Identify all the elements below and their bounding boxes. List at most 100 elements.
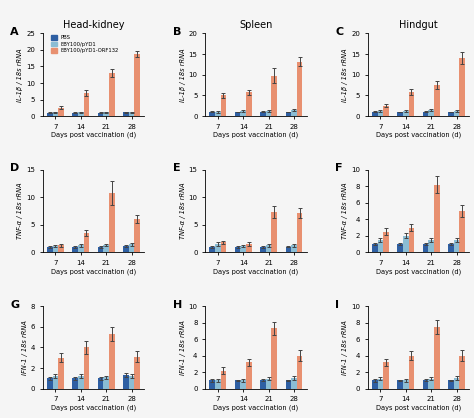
- Y-axis label: TNF-α / 18s rRNA: TNF-α / 18s rRNA: [180, 183, 186, 240]
- Bar: [260, 112, 266, 116]
- Text: G: G: [10, 300, 19, 309]
- Bar: [210, 112, 215, 116]
- Bar: [383, 362, 389, 389]
- Bar: [286, 380, 291, 389]
- Bar: [260, 380, 266, 389]
- Bar: [73, 113, 78, 116]
- Bar: [78, 245, 83, 252]
- Bar: [123, 112, 129, 116]
- Bar: [423, 380, 428, 389]
- Bar: [83, 233, 89, 252]
- X-axis label: Days post vaccination (d): Days post vaccination (d): [376, 268, 461, 275]
- Bar: [266, 111, 272, 116]
- Bar: [83, 347, 89, 389]
- Bar: [221, 95, 226, 116]
- Y-axis label: IL-1β / 18s rRNA: IL-1β / 18s rRNA: [180, 48, 186, 102]
- Bar: [397, 380, 403, 389]
- Text: D: D: [10, 163, 19, 173]
- Bar: [434, 327, 439, 389]
- Bar: [123, 375, 129, 389]
- Bar: [448, 112, 454, 116]
- Bar: [260, 247, 266, 252]
- Bar: [286, 112, 291, 116]
- Bar: [240, 246, 246, 252]
- Bar: [409, 228, 414, 252]
- Bar: [246, 362, 252, 389]
- Bar: [210, 247, 215, 252]
- Bar: [459, 356, 465, 389]
- Bar: [109, 334, 115, 389]
- Y-axis label: TNF-α / 18s rRNA: TNF-α / 18s rRNA: [342, 183, 348, 240]
- Bar: [210, 380, 215, 389]
- Y-axis label: TNF-α / 18s rRNA: TNF-α / 18s rRNA: [17, 183, 23, 240]
- Bar: [134, 219, 140, 252]
- X-axis label: Days post vaccination (d): Days post vaccination (d): [213, 405, 299, 411]
- Bar: [454, 378, 459, 389]
- Text: I: I: [335, 300, 339, 309]
- Bar: [221, 371, 226, 389]
- Text: E: E: [173, 163, 180, 173]
- Bar: [240, 380, 246, 389]
- Bar: [272, 329, 277, 389]
- Y-axis label: IFN-1 / 18s rRNA: IFN-1 / 18s rRNA: [342, 320, 348, 375]
- Bar: [98, 113, 103, 116]
- X-axis label: Days post vaccination (d): Days post vaccination (d): [376, 405, 461, 411]
- Bar: [240, 111, 246, 116]
- Bar: [98, 247, 103, 252]
- Bar: [286, 247, 291, 252]
- Bar: [403, 236, 409, 252]
- Bar: [47, 378, 53, 389]
- Text: B: B: [173, 27, 181, 37]
- Bar: [73, 247, 78, 252]
- Bar: [454, 111, 459, 116]
- Bar: [383, 106, 389, 116]
- Bar: [428, 379, 434, 389]
- Bar: [47, 113, 53, 116]
- Bar: [459, 211, 465, 252]
- Y-axis label: IL-1β / 18s rRNA: IL-1β / 18s rRNA: [342, 48, 348, 102]
- Bar: [448, 380, 454, 389]
- Bar: [372, 380, 378, 389]
- Bar: [215, 244, 221, 252]
- Bar: [448, 244, 454, 252]
- Bar: [215, 112, 221, 116]
- Bar: [58, 358, 64, 389]
- Bar: [98, 378, 103, 389]
- Bar: [134, 54, 140, 116]
- X-axis label: Days post vaccination (d): Days post vaccination (d): [213, 268, 299, 275]
- Text: A: A: [10, 27, 19, 37]
- Bar: [58, 108, 64, 116]
- Title: Head-kidney: Head-kidney: [63, 20, 124, 30]
- Bar: [378, 379, 383, 389]
- Bar: [109, 73, 115, 116]
- Bar: [291, 378, 297, 389]
- Bar: [403, 380, 409, 389]
- Bar: [134, 357, 140, 389]
- Bar: [73, 378, 78, 389]
- Bar: [403, 111, 409, 116]
- Bar: [272, 212, 277, 252]
- Bar: [53, 376, 58, 389]
- Bar: [454, 240, 459, 252]
- Bar: [297, 213, 302, 252]
- Bar: [246, 244, 252, 252]
- X-axis label: Days post vaccination (d): Days post vaccination (d): [51, 132, 136, 138]
- Bar: [103, 377, 109, 389]
- Bar: [291, 110, 297, 116]
- Bar: [297, 61, 302, 116]
- Bar: [409, 92, 414, 116]
- Bar: [266, 379, 272, 389]
- Bar: [397, 244, 403, 252]
- Bar: [58, 245, 64, 252]
- Bar: [47, 247, 53, 252]
- Bar: [123, 246, 129, 252]
- Title: Hindgut: Hindgut: [399, 20, 438, 30]
- Bar: [103, 245, 109, 252]
- X-axis label: Days post vaccination (d): Days post vaccination (d): [213, 132, 299, 138]
- X-axis label: Days post vaccination (d): Days post vaccination (d): [51, 405, 136, 411]
- Bar: [372, 244, 378, 252]
- Bar: [235, 112, 240, 116]
- Bar: [372, 112, 378, 116]
- Bar: [291, 245, 297, 252]
- Bar: [378, 111, 383, 116]
